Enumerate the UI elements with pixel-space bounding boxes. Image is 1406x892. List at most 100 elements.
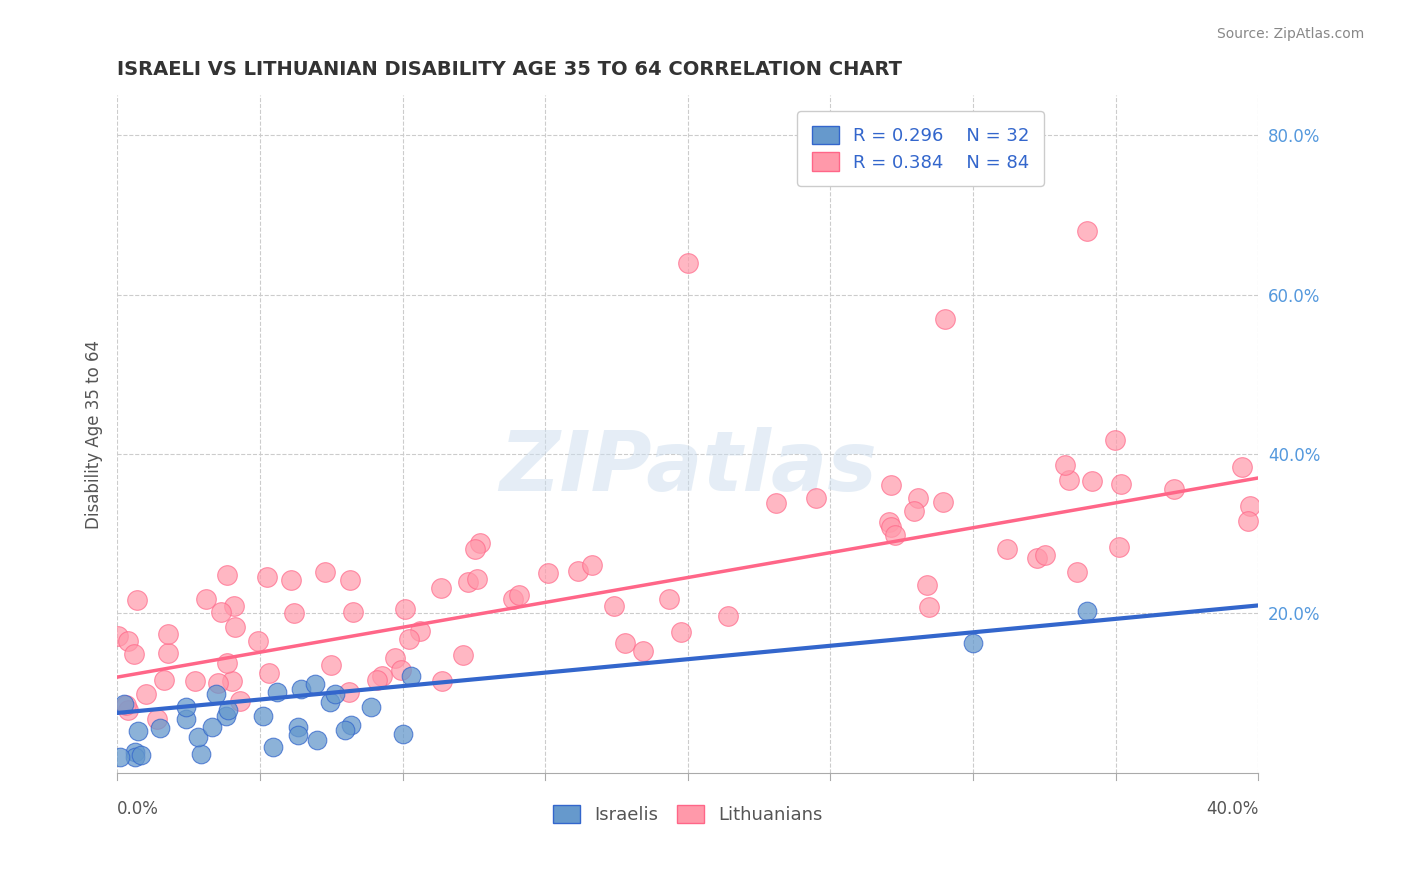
Point <box>112 697 135 711</box>
Point <box>1236 514 1258 528</box>
Point <box>907 491 929 505</box>
Point <box>806 491 828 506</box>
Point <box>187 731 209 745</box>
Point <box>217 567 239 582</box>
Point <box>464 542 486 557</box>
Point <box>366 673 388 687</box>
Point <box>305 732 328 747</box>
Point <box>502 591 524 606</box>
Point <box>468 536 491 550</box>
Point <box>280 574 302 588</box>
Point <box>1230 459 1253 474</box>
Point <box>201 721 224 735</box>
Point <box>131 747 153 762</box>
Point <box>335 723 357 737</box>
Point <box>1108 540 1130 554</box>
Point <box>1025 550 1047 565</box>
Point <box>465 572 488 586</box>
Point <box>215 709 238 723</box>
Point <box>337 684 360 698</box>
Point <box>884 527 907 541</box>
Point <box>389 663 412 677</box>
Point <box>614 636 637 650</box>
Point <box>115 698 138 712</box>
Point <box>127 592 149 607</box>
Point <box>453 648 475 662</box>
Point <box>1239 499 1261 513</box>
Point <box>360 699 382 714</box>
Point <box>246 634 269 648</box>
Point <box>339 573 361 587</box>
Point <box>135 687 157 701</box>
Point <box>457 574 479 589</box>
Point <box>1054 458 1077 473</box>
Point <box>205 687 228 701</box>
Point <box>124 745 146 759</box>
Point <box>962 636 984 650</box>
Point <box>257 665 280 680</box>
Point <box>508 588 530 602</box>
Point <box>256 570 278 584</box>
Point <box>117 633 139 648</box>
Point <box>1033 549 1056 563</box>
Point <box>108 749 131 764</box>
Legend: Israelis, Lithuanians: Israelis, Lithuanians <box>546 797 830 831</box>
Y-axis label: Disability Age 35 to 64: Disability Age 35 to 64 <box>86 340 103 529</box>
Point <box>340 718 363 732</box>
Point <box>581 558 603 572</box>
Point <box>287 728 309 742</box>
Point <box>398 632 420 647</box>
Point <box>430 673 453 688</box>
Point <box>319 695 342 709</box>
Point <box>283 606 305 620</box>
Point <box>934 311 956 326</box>
Point <box>107 629 129 643</box>
Point <box>932 495 955 509</box>
Point <box>1109 477 1132 491</box>
Text: Source: ZipAtlas.com: Source: ZipAtlas.com <box>1216 27 1364 41</box>
Point <box>190 747 212 761</box>
Point <box>1066 565 1088 579</box>
Point <box>384 650 406 665</box>
Point <box>195 592 218 607</box>
Point <box>266 685 288 699</box>
Text: 0.0%: 0.0% <box>117 800 159 818</box>
Point <box>631 644 654 658</box>
Point <box>1104 433 1126 447</box>
Text: ISRAELI VS LITHUANIAN DISABILITY AGE 35 TO 64 CORRELATION CHART: ISRAELI VS LITHUANIAN DISABILITY AGE 35 … <box>117 60 903 78</box>
Point <box>117 704 139 718</box>
Point <box>1076 604 1098 618</box>
Point <box>371 669 394 683</box>
Point <box>918 599 941 614</box>
Point <box>304 676 326 690</box>
Point <box>676 256 699 270</box>
Point <box>217 657 239 671</box>
Point <box>903 504 925 518</box>
Point <box>325 687 347 701</box>
Point <box>880 478 903 492</box>
Point <box>209 606 232 620</box>
Point <box>567 564 589 578</box>
Point <box>658 592 681 607</box>
Point <box>287 720 309 734</box>
Point <box>174 699 197 714</box>
Point <box>146 712 169 726</box>
Point <box>183 674 205 689</box>
Point <box>157 627 180 641</box>
Point <box>537 566 560 581</box>
Point <box>880 520 903 534</box>
Point <box>252 708 274 723</box>
Point <box>765 496 787 510</box>
Point <box>153 673 176 687</box>
Point <box>671 624 693 639</box>
Point <box>127 724 149 739</box>
Point <box>1076 224 1098 238</box>
Point <box>229 694 252 708</box>
Point <box>319 658 342 673</box>
Point <box>409 624 432 638</box>
Point <box>995 542 1018 557</box>
Point <box>124 749 146 764</box>
Point <box>1059 473 1081 487</box>
Point <box>394 602 416 616</box>
Point <box>221 673 243 688</box>
